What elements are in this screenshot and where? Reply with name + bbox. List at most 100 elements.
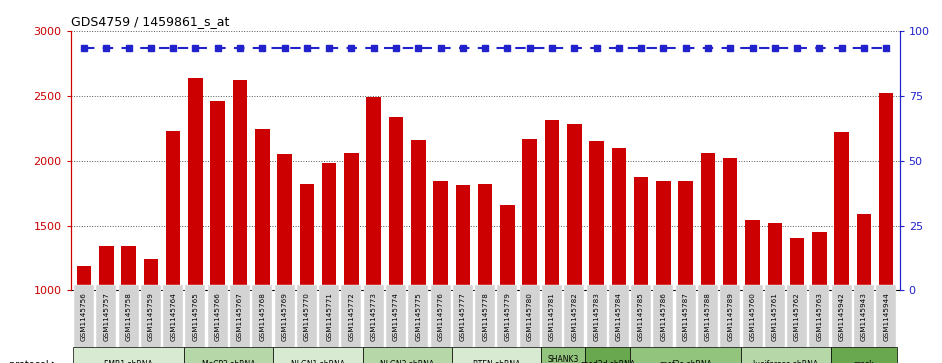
Text: GSM1145767: GSM1145767 bbox=[237, 292, 243, 341]
Text: GSM1145785: GSM1145785 bbox=[638, 292, 644, 341]
FancyBboxPatch shape bbox=[788, 285, 807, 351]
Text: GSM1145788: GSM1145788 bbox=[705, 292, 711, 341]
FancyBboxPatch shape bbox=[675, 285, 696, 351]
FancyBboxPatch shape bbox=[564, 285, 584, 351]
Bar bbox=[122, 246, 136, 363]
Bar bbox=[233, 80, 247, 363]
Text: SHANK3
shRNA: SHANK3 shRNA bbox=[547, 355, 578, 363]
Text: GSM1145783: GSM1145783 bbox=[593, 292, 599, 341]
Text: GSM1145762: GSM1145762 bbox=[794, 292, 800, 341]
FancyBboxPatch shape bbox=[74, 285, 94, 351]
Bar bbox=[701, 153, 715, 363]
Bar bbox=[188, 78, 203, 363]
Bar bbox=[611, 148, 626, 363]
Bar bbox=[678, 182, 693, 363]
FancyBboxPatch shape bbox=[163, 285, 183, 351]
Bar bbox=[789, 238, 804, 363]
FancyBboxPatch shape bbox=[96, 285, 116, 351]
Bar bbox=[77, 266, 91, 363]
FancyBboxPatch shape bbox=[721, 285, 740, 351]
Bar bbox=[745, 220, 760, 363]
Bar bbox=[433, 182, 447, 363]
FancyBboxPatch shape bbox=[207, 285, 228, 351]
Bar bbox=[768, 223, 782, 363]
Text: luciferase shRNA: luciferase shRNA bbox=[754, 360, 819, 363]
FancyBboxPatch shape bbox=[452, 347, 541, 363]
Text: GSM1145784: GSM1145784 bbox=[616, 292, 622, 341]
Bar bbox=[634, 178, 648, 363]
FancyBboxPatch shape bbox=[297, 285, 317, 351]
FancyBboxPatch shape bbox=[273, 347, 363, 363]
Text: GSM1145768: GSM1145768 bbox=[259, 292, 266, 341]
FancyBboxPatch shape bbox=[832, 285, 852, 351]
Bar bbox=[523, 139, 537, 363]
Text: GSM1145779: GSM1145779 bbox=[504, 292, 511, 341]
Text: GSM1145944: GSM1145944 bbox=[884, 292, 889, 341]
FancyBboxPatch shape bbox=[386, 285, 406, 351]
FancyBboxPatch shape bbox=[430, 285, 450, 351]
FancyBboxPatch shape bbox=[497, 285, 517, 351]
Text: NLGN3 shRNA: NLGN3 shRNA bbox=[380, 360, 434, 363]
FancyBboxPatch shape bbox=[186, 285, 205, 351]
Bar bbox=[856, 214, 871, 363]
FancyBboxPatch shape bbox=[73, 347, 185, 363]
Text: GDS4759 / 1459861_s_at: GDS4759 / 1459861_s_at bbox=[71, 15, 229, 28]
FancyBboxPatch shape bbox=[141, 285, 161, 351]
Bar bbox=[166, 131, 181, 363]
Text: GSM1145759: GSM1145759 bbox=[148, 292, 154, 341]
FancyBboxPatch shape bbox=[698, 285, 718, 351]
Text: MeCP2 shRNA: MeCP2 shRNA bbox=[203, 360, 255, 363]
Text: GSM1145773: GSM1145773 bbox=[371, 292, 377, 341]
FancyBboxPatch shape bbox=[408, 285, 429, 351]
Text: GSM1145777: GSM1145777 bbox=[460, 292, 466, 341]
FancyBboxPatch shape bbox=[542, 285, 562, 351]
FancyBboxPatch shape bbox=[741, 347, 831, 363]
FancyBboxPatch shape bbox=[363, 347, 452, 363]
Text: mef2a shRNA: mef2a shRNA bbox=[659, 360, 711, 363]
FancyBboxPatch shape bbox=[630, 347, 741, 363]
FancyBboxPatch shape bbox=[654, 285, 674, 351]
Bar bbox=[500, 205, 514, 363]
Text: GSM1145764: GSM1145764 bbox=[171, 292, 176, 341]
FancyBboxPatch shape bbox=[364, 285, 383, 351]
Bar bbox=[344, 153, 359, 363]
Text: GSM1145763: GSM1145763 bbox=[817, 292, 822, 341]
Text: GSM1145942: GSM1145942 bbox=[838, 292, 845, 341]
Bar bbox=[835, 132, 849, 363]
FancyBboxPatch shape bbox=[742, 285, 763, 351]
Text: GSM1145758: GSM1145758 bbox=[125, 292, 132, 341]
FancyBboxPatch shape bbox=[230, 285, 250, 351]
Text: GSM1145766: GSM1145766 bbox=[215, 292, 220, 341]
Text: GSM1145943: GSM1145943 bbox=[861, 292, 867, 341]
FancyBboxPatch shape bbox=[765, 285, 785, 351]
Text: protocol ▶: protocol ▶ bbox=[9, 360, 59, 363]
Text: GSM1145786: GSM1145786 bbox=[660, 292, 666, 341]
Text: NLGN1 shRNA: NLGN1 shRNA bbox=[291, 360, 345, 363]
Bar bbox=[389, 117, 403, 363]
FancyBboxPatch shape bbox=[809, 285, 829, 351]
FancyBboxPatch shape bbox=[876, 285, 896, 351]
Bar bbox=[255, 130, 269, 363]
Text: GSM1145780: GSM1145780 bbox=[527, 292, 532, 341]
Bar bbox=[210, 101, 225, 363]
FancyBboxPatch shape bbox=[185, 347, 273, 363]
FancyBboxPatch shape bbox=[475, 285, 495, 351]
Bar bbox=[812, 232, 827, 363]
Text: med2d shRNA: med2d shRNA bbox=[580, 360, 635, 363]
FancyBboxPatch shape bbox=[609, 285, 629, 351]
Bar bbox=[300, 184, 314, 363]
Text: GSM1145789: GSM1145789 bbox=[727, 292, 733, 341]
Text: GSM1145772: GSM1145772 bbox=[349, 292, 354, 341]
Bar bbox=[322, 163, 336, 363]
Text: GSM1145781: GSM1145781 bbox=[549, 292, 555, 341]
Text: GSM1145770: GSM1145770 bbox=[304, 292, 310, 341]
FancyBboxPatch shape bbox=[520, 285, 540, 351]
Text: GSM1145765: GSM1145765 bbox=[192, 292, 199, 341]
Bar bbox=[478, 184, 493, 363]
Bar bbox=[590, 141, 604, 363]
Text: GSM1145787: GSM1145787 bbox=[683, 292, 689, 341]
Text: GSM1145776: GSM1145776 bbox=[438, 292, 444, 341]
FancyBboxPatch shape bbox=[541, 347, 585, 363]
Bar bbox=[456, 185, 470, 363]
Text: GSM1145760: GSM1145760 bbox=[750, 292, 755, 341]
